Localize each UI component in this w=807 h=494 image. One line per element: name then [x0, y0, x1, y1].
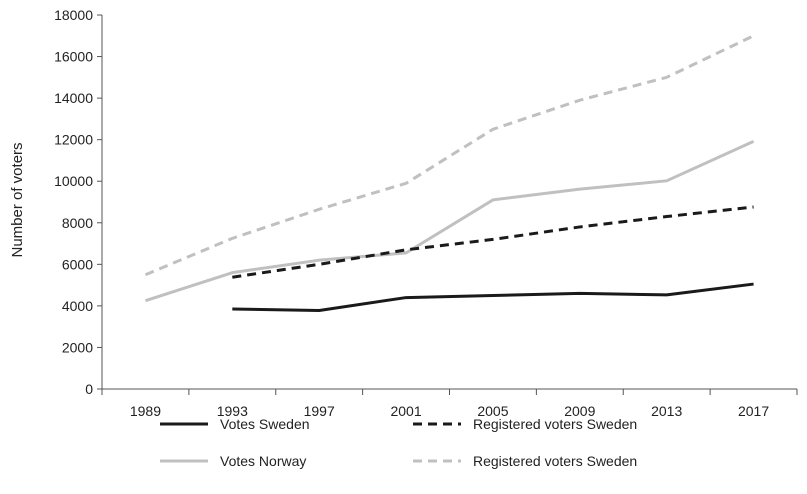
y-axis-ticks: 0 2000 4000 6000 8000 10000 12000 14000 16000 180… — [54, 7, 102, 397]
y-tick-label: 12000 — [54, 132, 93, 148]
y-tick-label: 18000 — [54, 7, 93, 23]
x-axis-ticks: 1989 1993 1997 2001 2005 2009 2013 2017 — [101, 389, 798, 419]
y-tick-label: 16000 — [54, 49, 93, 65]
legend-label-2: Registered voters Sweden — [473, 416, 637, 432]
series-line-1 — [232, 282, 754, 312]
series-line-3 — [144, 139, 755, 303]
y-tick-label: 4000 — [62, 298, 93, 314]
x-tick-label: 1997 — [304, 403, 335, 419]
y-axis-label: Number of voters — [9, 142, 26, 257]
x-tick-label: 1993 — [217, 403, 248, 419]
y-tick-label: 6000 — [62, 256, 93, 272]
axes — [101, 15, 797, 390]
series-line-2 — [232, 205, 754, 279]
y-tick-label: 8000 — [62, 215, 93, 231]
legend-label-4: Registered voters Sweden — [473, 453, 637, 469]
x-tick-label: 2013 — [651, 403, 682, 419]
y-tick-label: 0 — [85, 381, 93, 397]
series-lines — [144, 34, 755, 312]
series-line-4 — [144, 34, 755, 277]
y-tick-label: 10000 — [54, 173, 93, 189]
legend: Votes Sweden Registered voters Sweden Vote… — [160, 416, 637, 469]
x-tick-label: 2009 — [564, 403, 595, 419]
x-tick-label: 2005 — [477, 403, 508, 419]
x-tick-label: 1989 — [130, 403, 161, 419]
legend-label-3: Votes Norway — [220, 453, 306, 469]
x-tick-label: 2017 — [738, 403, 769, 419]
y-tick-label: 2000 — [62, 339, 93, 355]
y-tick-label: 14000 — [54, 90, 93, 106]
x-tick-label: 2001 — [390, 403, 421, 419]
legend-label-1: Votes Sweden — [220, 416, 310, 432]
